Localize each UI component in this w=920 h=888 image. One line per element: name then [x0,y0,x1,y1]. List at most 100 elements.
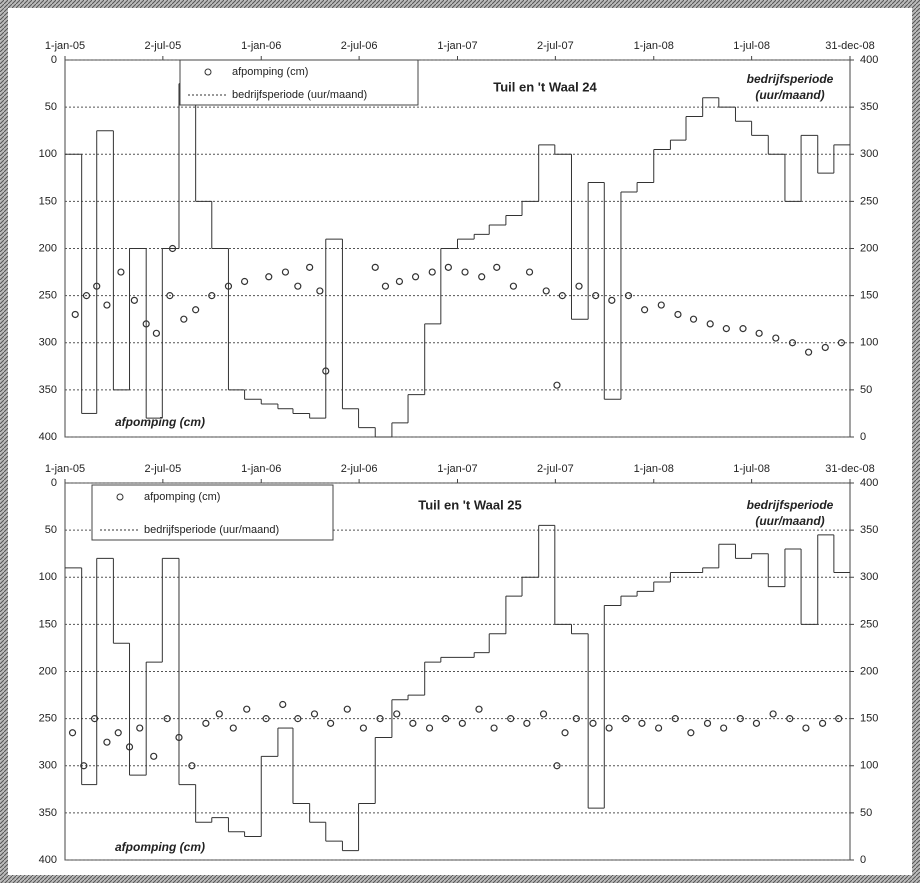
data-point [381,282,390,290]
data-point [608,296,616,304]
y2-tick-label: 400 [860,54,878,66]
data-point [409,719,417,727]
data-point [638,719,646,727]
data-point [687,729,695,737]
data-point [343,705,351,713]
data-point [208,292,216,300]
data-point [507,715,515,723]
data-point [837,339,845,347]
y2-tick-label: 200 [860,665,878,677]
data-point [103,738,111,746]
data-point [475,705,483,713]
y2-tick-label: 200 [860,242,878,254]
y2-tick-label: 0 [860,431,866,443]
y-tick-label: 250 [39,713,57,725]
data-point [82,292,91,300]
data-point [262,715,270,723]
data-point [769,710,777,718]
y2-axis-label: bedrijfsperiode [747,72,834,86]
data-point [166,292,174,300]
data-point [509,282,518,290]
data-point [395,277,404,286]
x-tick-label: 1-jan-08 [634,40,674,52]
x-tick-label: 1-jul-08 [733,463,770,475]
y2-tick-label: 300 [860,148,878,160]
data-point [458,719,466,727]
data-point [444,263,452,271]
data-point [192,306,200,314]
x-tick-label: 2-jul-07 [537,40,574,52]
data-point [240,277,249,286]
data-point [624,292,633,300]
x-tick-label: 1-jan-05 [45,40,85,52]
data-point [654,724,663,732]
data-point [523,719,531,727]
data-point [117,268,125,276]
data-point [572,715,580,723]
y-tick-label: 50 [45,101,57,113]
x-tick-label: 2-jul-05 [145,463,182,475]
data-point [442,715,450,723]
data-point [265,273,273,281]
y-tick-label: 100 [39,148,57,160]
legend-box [91,484,334,541]
data-point [393,710,401,718]
data-point [90,715,99,723]
data-point [589,719,597,727]
data-point [490,724,498,732]
y-tick-label: 400 [39,854,57,866]
data-point [136,724,144,732]
canvas [8,8,912,875]
data-point [461,268,469,276]
data-point [150,752,158,760]
data-point [561,729,569,737]
legend-label: bedrijfsperiode (uur/maand) [144,524,279,536]
data-point [68,729,77,737]
data-point [592,292,600,300]
x-tick-label: 1-jan-07 [437,40,477,52]
y2-tick-label: 350 [860,101,878,113]
data-point [243,705,251,713]
y-tick-label: 0 [51,477,57,489]
data-point [152,329,161,337]
y-tick-label: 350 [39,807,57,819]
data-point [359,724,368,732]
data-point [294,715,302,723]
x-tick-label: 2-jul-06 [341,463,378,475]
data-point [786,715,794,723]
data-point [542,287,550,295]
data-point [703,719,712,727]
x-tick-label: 1-jul-08 [733,40,770,52]
y2-axis-label: (uur/maand) [755,88,824,102]
data-point [80,762,88,770]
data-point [553,381,561,389]
data-point [706,320,714,328]
y-tick-label: 350 [39,384,57,396]
y2-tick-label: 250 [860,618,878,630]
x-tick-label: 1-jan-06 [241,40,281,52]
data-point [114,729,122,737]
data-point [641,306,649,314]
x-tick-label: 1-jan-07 [437,463,477,475]
data-point [657,301,665,309]
data-point [788,339,797,347]
y-tick-label: 300 [39,337,57,349]
x-tick-label: 2-jul-06 [341,40,378,52]
data-point [821,343,829,352]
data-point [802,724,810,732]
y2-tick-label: 150 [860,290,878,302]
legend-label: afpomping (cm) [144,491,220,503]
y2-tick-label: 300 [860,571,878,583]
data-point [371,263,379,271]
data-point [71,310,79,319]
data-point [376,715,384,723]
data-point [327,719,335,727]
data-point [316,287,324,295]
data-point [622,715,630,723]
legend-marker [204,68,212,76]
y-axis-label: afpomping (cm) [115,840,205,854]
data-point [229,724,237,732]
y-tick-label: 250 [39,290,57,302]
data-point [425,724,434,732]
data-point [539,710,548,718]
